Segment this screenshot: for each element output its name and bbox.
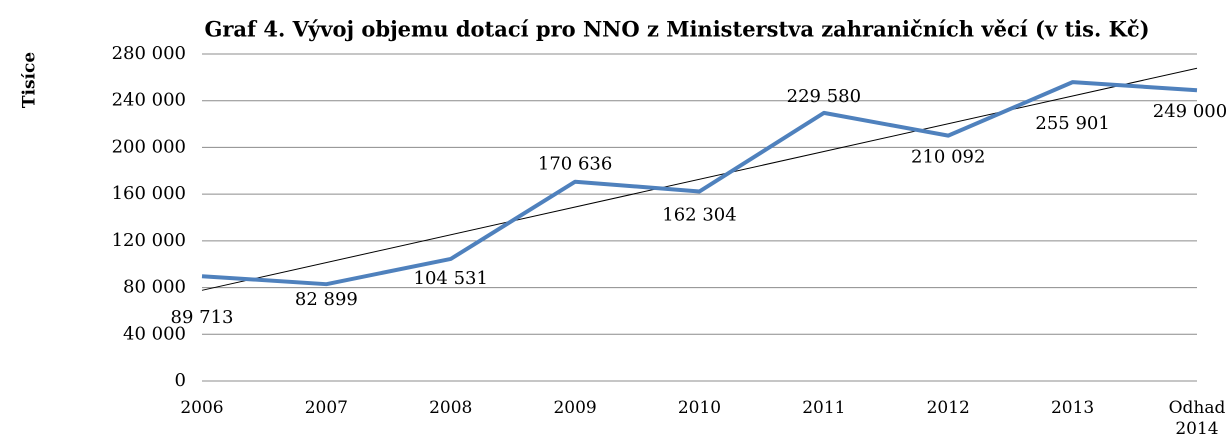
y-tick-label: 160 000 (112, 183, 186, 204)
data-label: 255 901 (1035, 113, 1109, 134)
x-tick-label: 2007 (304, 398, 348, 418)
x-tick-label: 2009 (553, 398, 597, 418)
data-label: 82 899 (295, 289, 358, 310)
data-label: 229 580 (787, 86, 861, 107)
data-line (201, 80, 1198, 287)
y-tick-label: 80 000 (123, 277, 186, 298)
data-label: 249 000 (1153, 101, 1227, 122)
x-tick-label: 2006 (180, 398, 224, 418)
data-label: 162 304 (662, 204, 736, 225)
data-label: 170 636 (538, 154, 612, 175)
x-tick-label: 2010 (677, 398, 722, 418)
y-tick-label: 40 000 (123, 323, 186, 344)
y-tick-label: 240 000 (112, 90, 186, 111)
x-tick-label: Odhad 2014 (1168, 398, 1226, 439)
y-axis-label: Tisíce (20, 52, 40, 108)
data-label: 104 531 (414, 268, 488, 289)
x-tick-label: 2013 (1050, 398, 1095, 418)
trendline (201, 67, 1198, 291)
y-tick-label: 0 (175, 370, 186, 391)
y-tick-label: 200 000 (112, 136, 186, 157)
y-tick-label: 120 000 (112, 230, 186, 251)
x-tick-label: 2012 (926, 398, 970, 418)
x-tick-label: 2011 (802, 398, 846, 418)
data-label: 210 092 (911, 147, 985, 168)
data-label: 89 713 (171, 307, 234, 328)
y-tick-label: 280 000 (112, 43, 186, 64)
x-tick-label: 2008 (429, 398, 473, 418)
chart-title: Graf 4. Vývoj objemu dotací pro NNO z Mi… (204, 17, 1149, 42)
